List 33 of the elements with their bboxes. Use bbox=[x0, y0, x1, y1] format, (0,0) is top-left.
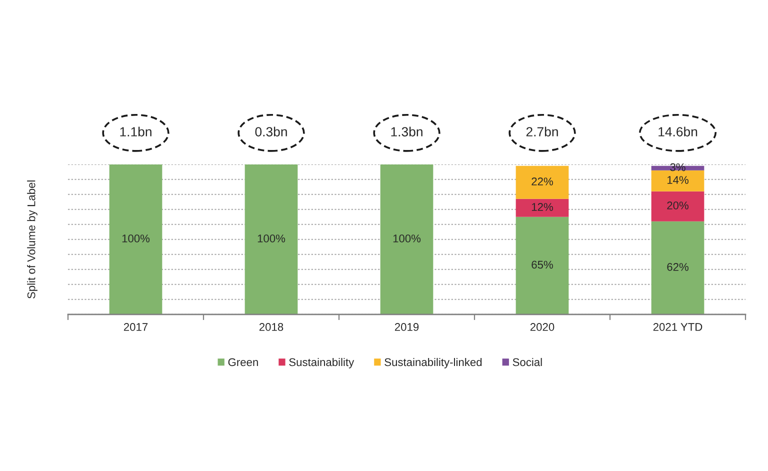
bar bbox=[109, 164, 162, 314]
data-label: 14% bbox=[667, 176, 688, 184]
data-label: 100% bbox=[258, 234, 286, 242]
y-axis-title: Split of Volume by Label bbox=[27, 180, 38, 298]
data-label: 100% bbox=[393, 234, 421, 242]
x-tick-label: 2020 bbox=[530, 323, 554, 331]
x-tick-label: 2017 bbox=[124, 323, 148, 331]
data-label: 100% bbox=[122, 234, 150, 242]
bar bbox=[651, 221, 704, 314]
data-label: 12% bbox=[532, 203, 553, 211]
data-label: 65% bbox=[532, 260, 553, 269]
bar bbox=[651, 170, 704, 192]
legend-label: Social bbox=[512, 358, 542, 366]
legend-label: Green bbox=[228, 358, 258, 366]
bar bbox=[516, 198, 569, 217]
x-tick-label: 2021 YTD bbox=[653, 323, 702, 331]
text: 1.1bn bbox=[120, 126, 152, 136]
legend-label: Sustainability-linked bbox=[384, 358, 482, 368]
legend-label: Sustainability bbox=[289, 358, 354, 368]
text: 2.7bn bbox=[526, 126, 558, 136]
x-tick-label: 2019 bbox=[394, 323, 419, 331]
text: 1.3bn bbox=[391, 126, 422, 136]
bar bbox=[516, 166, 569, 199]
bar bbox=[651, 191, 704, 222]
bar bbox=[380, 164, 434, 314]
text: 0.3bn bbox=[255, 126, 287, 136]
x-tick-label: 2018 bbox=[259, 323, 284, 331]
data-label: 62% bbox=[667, 263, 688, 271]
bar bbox=[516, 216, 569, 314]
data-label: 20% bbox=[667, 202, 688, 210]
bar bbox=[244, 164, 298, 314]
data-label: 22% bbox=[532, 178, 553, 186]
text: 14.6bn bbox=[658, 126, 698, 136]
